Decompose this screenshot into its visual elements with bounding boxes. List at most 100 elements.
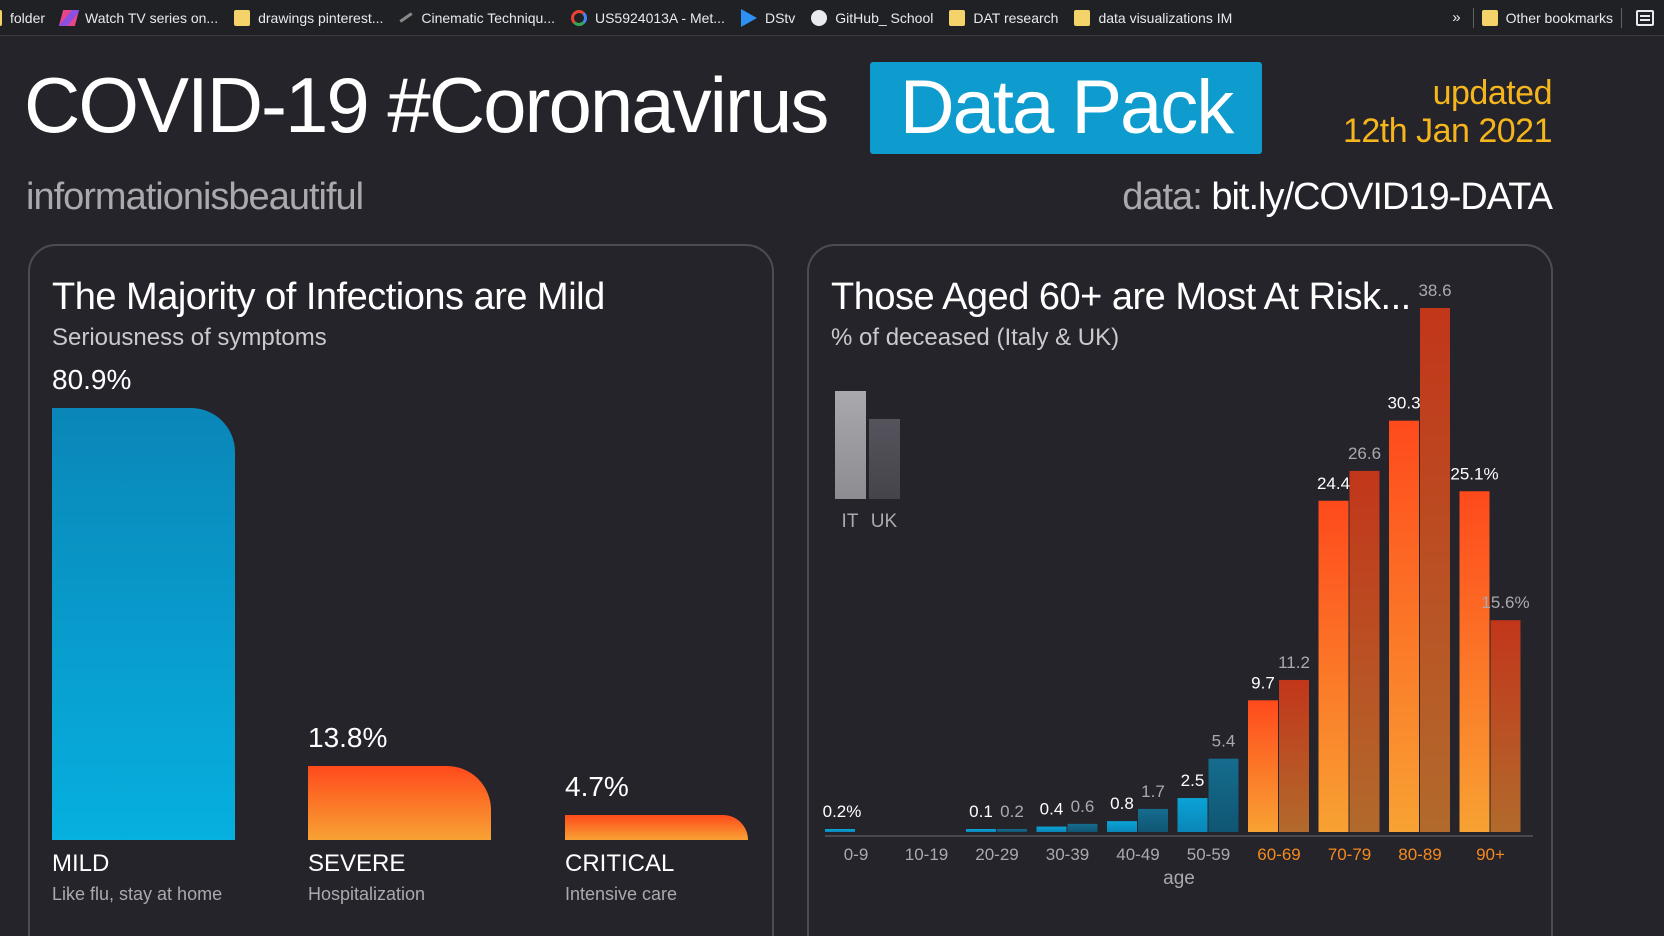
age-bar-uk [1349,470,1380,832]
data-source-link[interactable]: bit.ly/COVID19-DATA [1211,176,1553,218]
severity-value-label: 80.9% [52,364,132,395]
age-bar-it [966,829,996,832]
age-bar-it [1036,826,1067,832]
age-tick-label: 30-39 [1046,845,1089,864]
age-bar-it [1107,821,1137,832]
bookmark-label: DStv [764,9,796,26]
severity-category-label: MILD [52,850,110,877]
title-highlight-badge: Data Pack [870,62,1262,154]
age-value-label: 25.1% [1450,464,1498,483]
folder-icon [949,9,966,26]
age-risk-panel: Those Aged 60+ are Most At Risk... % of … [807,244,1553,936]
age-tick-label: 70-79 [1328,845,1371,864]
other-bookmarks-label: Other bookmarks [1505,9,1613,26]
data-source-label: data: [1122,176,1203,218]
bookmark-label: folder [10,9,46,26]
bookmark-item[interactable]: Watch TV series on... [53,0,226,35]
github-icon [811,9,828,26]
bookmark-label: GitHub_ School [835,9,934,26]
age-value-label: 0.2 [1000,802,1024,821]
severity-description: Like flu, stay at home [52,884,223,904]
other-bookmarks-button[interactable]: Other bookmarks [1474,0,1621,35]
age-risk-chart: 0.2% 0-9 10-19 0.1 0.2 20-29 0.4 0.6 30-39 0.8 1.7… [823,281,1533,889]
bookmark-item[interactable]: data visualizations IM [1066,0,1240,35]
legend-label: UK [871,511,898,532]
age-value-label: 24.4 [1317,474,1350,493]
age-value-label: 9.7 [1251,673,1275,692]
data-source: data: bit.ly/COVID19-DATA [1122,176,1553,219]
age-bar-uk [1138,808,1168,832]
bookmark-divider [1621,7,1622,28]
severity-category-label: SEVERE [308,850,406,877]
folder-icon [0,9,2,26]
age-value-label: 0.6 [1071,797,1095,816]
age-bar-it [1459,491,1490,832]
folder-icon [1481,9,1498,26]
bookmark-item[interactable]: folder [0,0,53,35]
severity-bar [308,766,491,840]
age-value-label: 30.3 [1387,394,1420,413]
severity-bar [565,815,748,840]
bookmark-label: Watch TV series on... [85,9,219,26]
legend-label: IT [842,511,859,532]
age-bar-it [1318,500,1349,832]
severity-chart-title: The Majority of Infections are Mild [52,276,605,318]
age-value-label: 5.4 [1212,732,1236,751]
age-bar-it [825,829,855,832]
age-tick-label: 50-59 [1187,845,1230,864]
reading-list-icon[interactable] [1636,9,1654,26]
bookmarks-bar: folder Watch TV series on... drawings pint… [0,0,1664,36]
more-bookmarks-button[interactable]: » [1452,9,1461,26]
age-bar-uk [997,829,1027,832]
updated-value: 12th Jan 2021 [1342,112,1553,150]
age-value-label: 0.4 [1040,800,1064,819]
severity-value-label: 4.7% [565,771,629,802]
bookmark-item[interactable]: US5924013A - Met... [563,0,733,35]
age-chart-title: Those Aged 60+ are Most At Risk... [831,276,1411,318]
severity-category-label: CRITICAL [565,850,675,877]
severity-bar [52,408,235,840]
play-icon [740,8,757,27]
bookmark-item[interactable]: DStv [733,0,803,35]
age-value-label: 2.5 [1181,771,1205,790]
age-value-label: 26.6 [1348,444,1381,463]
severity-value-label: 13.8% [308,722,388,753]
age-tick-label: 0-9 [844,845,869,864]
bookmark-label: data visualizations IM [1098,9,1233,26]
bookmark-item[interactable]: GitHub_ School [803,0,941,35]
age-tick-label: 10-19 [905,845,948,864]
age-axis-label: age [1163,868,1195,889]
age-bar-it [1177,798,1208,832]
page-title: COVID-19 #Coronavirus [24,61,829,149]
bookmark-label: drawings pinterest... [258,9,384,26]
bookmark-item[interactable]: Cinematic Techniqu... [391,0,563,35]
severity-chart-subtitle: Seriousness of symptoms [52,324,327,351]
stripe-icon [58,9,80,26]
folder-icon [234,9,251,26]
age-value-label: 11.2 [1278,653,1310,672]
bookmark-label: DAT research [973,9,1059,26]
age-bar-uk [1490,620,1521,832]
age-tick-label: 60-69 [1257,845,1300,864]
bookmark-item[interactable]: DAT research [941,0,1066,35]
age-bar-it [1389,420,1419,832]
age-bar-uk [1279,679,1309,832]
age-value-label: 0.8 [1110,794,1134,813]
updated-label: updated [1432,74,1553,112]
updated-date: updated 12th Jan 2021 [1342,74,1553,150]
bookmark-item[interactable]: drawings pinterest... [226,0,391,35]
severity-description: Hospitalization [308,884,426,904]
age-tick-label: 90+ [1476,845,1505,864]
age-bar-uk [1420,308,1450,832]
severity-panel: The Majority of Infections are Mild Seri… [28,244,774,936]
age-value-label: 0.2% [823,802,862,821]
age-bar-uk [1067,823,1098,832]
bookmark-label: US5924013A - Met... [594,9,725,26]
severity-description: Intensive care [565,884,678,904]
age-value-label: 38.6 [1418,281,1451,300]
age-tick-label: 80-89 [1398,845,1441,864]
bookmark-divider [1472,7,1474,28]
age-bar-uk [1208,758,1239,832]
bookmark-label: Cinematic Techniqu... [421,9,555,26]
legend-swatch-uk [869,419,900,499]
